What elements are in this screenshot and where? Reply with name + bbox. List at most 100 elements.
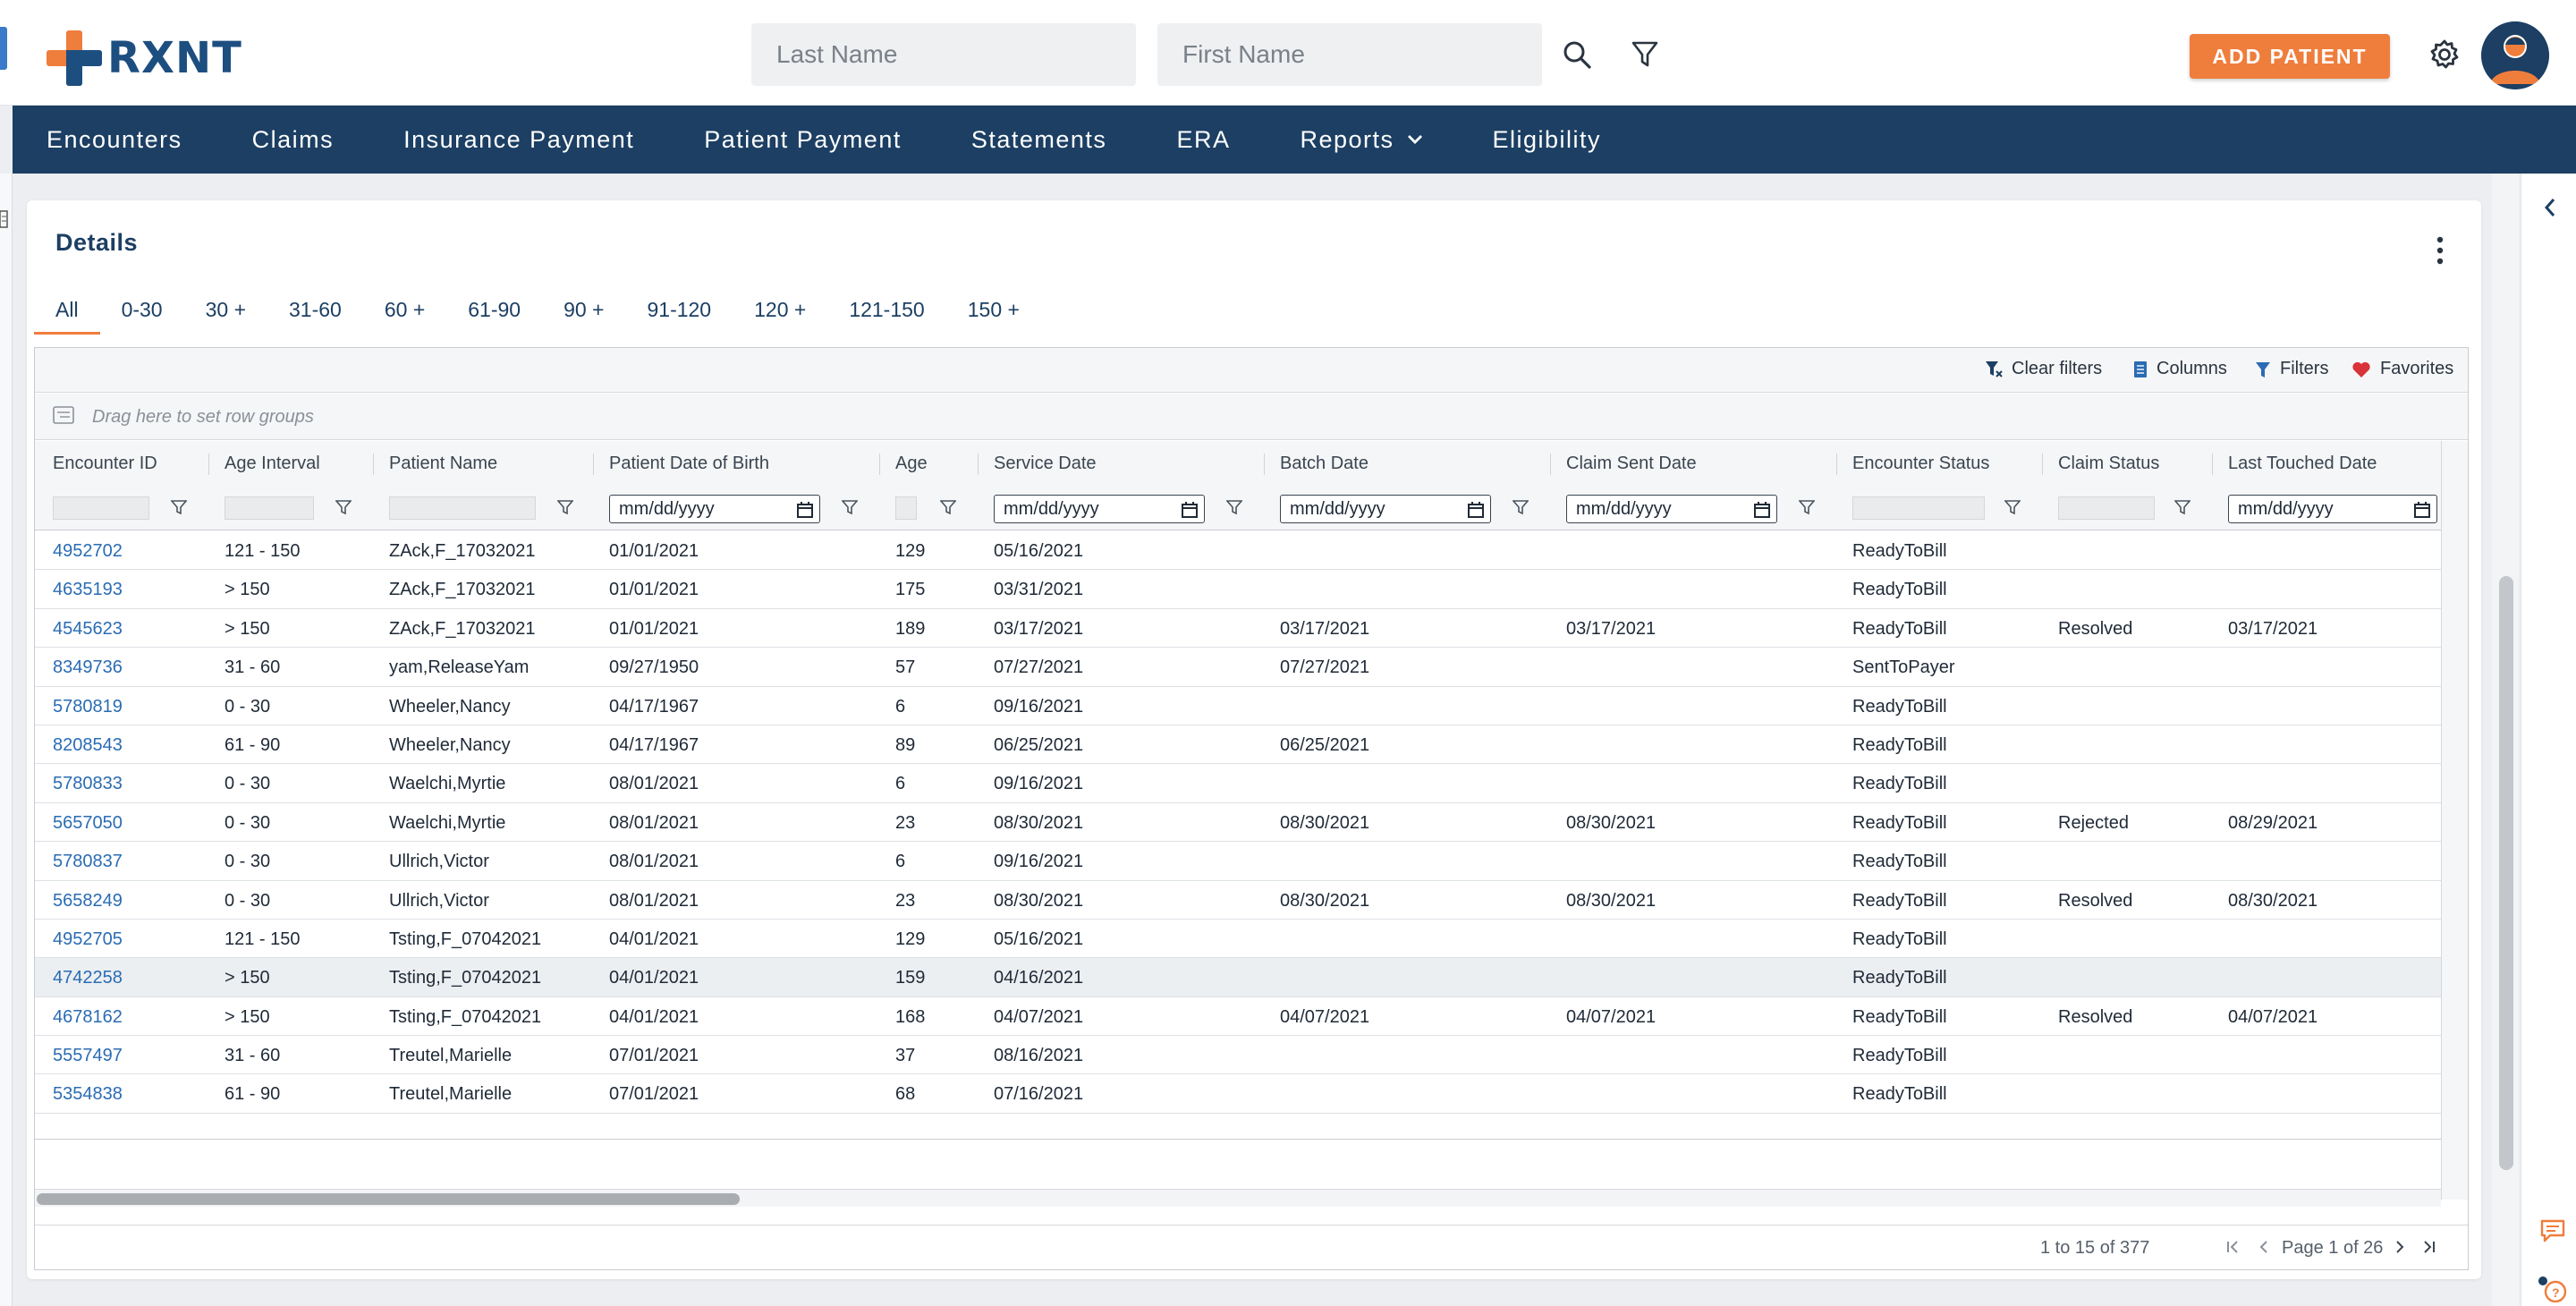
encounter-id-link[interactable]: 8208543 (53, 734, 123, 755)
col-header-encounter-id[interactable]: Encounter ID (53, 454, 157, 473)
column-divider[interactable] (2042, 454, 2043, 475)
first-name-input[interactable] (1157, 23, 1542, 86)
column-divider[interactable] (879, 454, 880, 475)
funnel-icon[interactable] (171, 499, 187, 515)
help-icon[interactable]: ? (2538, 1272, 2568, 1302)
favorites-button[interactable]: Favorites (2351, 359, 2453, 379)
grid-vertical-scrollbar[interactable] (2441, 441, 2468, 1200)
filter-service-date[interactable]: mm/dd/yyyy (994, 495, 1205, 523)
filter-claim-sent-date[interactable]: mm/dd/yyyy (1566, 495, 1777, 523)
horizontal-scroll-thumb[interactable] (37, 1193, 740, 1205)
funnel-icon[interactable] (2004, 499, 2021, 515)
funnel-icon[interactable] (842, 499, 858, 515)
encounter-id-link[interactable]: 4952702 (53, 541, 123, 561)
encounter-id-link[interactable]: 5354838 (53, 1084, 123, 1105)
previous-page-icon[interactable] (2255, 1238, 2273, 1256)
tab-all[interactable]: All (34, 290, 100, 335)
search-icon[interactable] (1555, 32, 1599, 77)
col-header-claim-status[interactable]: Claim Status (2058, 454, 2160, 473)
filter-age-interval[interactable] (225, 496, 314, 520)
tab-150-plus[interactable]: 150 + (967, 298, 1020, 321)
column-divider[interactable] (2212, 454, 2213, 475)
encounter-id-link[interactable]: 4545623 (53, 618, 123, 639)
left-edge-tab[interactable] (0, 27, 7, 70)
last-page-icon[interactable] (2419, 1238, 2437, 1256)
column-divider[interactable] (978, 454, 979, 475)
tab-121-150[interactable]: 121-150 (849, 298, 925, 321)
col-header-encounter-status[interactable]: Encounter Status (1852, 454, 1990, 473)
funnel-icon[interactable] (557, 499, 573, 515)
tab-0-30[interactable]: 0-30 (121, 298, 163, 321)
nav-reports[interactable]: Reports (1300, 126, 1422, 154)
rxnt-logo[interactable]: RXNT (47, 27, 242, 89)
column-divider[interactable] (208, 454, 209, 475)
filters-button[interactable]: Filters (2255, 359, 2328, 379)
column-divider[interactable] (1550, 454, 1551, 475)
encounter-id-link[interactable]: 5780819 (53, 696, 123, 717)
table-row[interactable]: 5557497 31 - 60 Treutel,Marielle 07/01/2021… (35, 1036, 2441, 1075)
table-row[interactable]: 5354838 61 - 90 Treutel,Marielle 07/01/2021… (35, 1074, 2441, 1114)
filter-dob-date[interactable]: mm/dd/yyyy (609, 495, 820, 523)
filter-last-touched-date[interactable]: mm/dd/yyyy (2228, 495, 2437, 523)
table-row[interactable]: 4635193 > 150 ZAck,F_17032021 01/01/2021 175… (35, 570, 2441, 609)
first-page-icon[interactable] (2224, 1238, 2242, 1256)
filter-encounter-id[interactable] (53, 496, 149, 520)
nav-claims[interactable]: Claims (252, 126, 335, 154)
nav-statements[interactable]: Statements (971, 126, 1107, 154)
funnel-icon[interactable] (1799, 499, 1815, 515)
row-group-dropzone[interactable]: Drag here to set row groups (35, 394, 2468, 440)
calendar-icon[interactable] (2413, 501, 2431, 519)
table-row[interactable]: 5658249 0 - 30 Ullrich,Victor 08/01/2021 23 0… (35, 880, 2441, 920)
calendar-icon[interactable] (1467, 501, 1485, 519)
table-row[interactable]: 4952705 121 - 150 Tsting,F_07042021 04/01/2… (35, 919, 2441, 959)
nav-eligibility[interactable]: Eligibility (1493, 126, 1602, 154)
table-row[interactable]: 4742258 > 150 Tsting,F_07042021 04/01/2021 1… (35, 958, 2441, 997)
table-row[interactable]: 5657050 0 - 30 Waelchi,Myrtie 08/01/2021 23 0… (35, 802, 2441, 843)
encounter-id-link[interactable]: 5557497 (53, 1046, 123, 1066)
next-page-icon[interactable] (2391, 1238, 2409, 1256)
filter-claim-status[interactable] (2058, 496, 2155, 520)
tab-30-plus[interactable]: 30 + (205, 298, 247, 321)
funnel-icon[interactable] (335, 499, 352, 515)
calendar-icon[interactable] (1181, 501, 1199, 519)
chat-icon[interactable] (2539, 1218, 2566, 1243)
column-divider[interactable] (1836, 454, 1837, 475)
filter-icon[interactable] (1623, 32, 1667, 77)
col-header-claim-sent-date[interactable]: Claim Sent Date (1566, 454, 1697, 473)
nav-encounters[interactable]: Encounters (47, 126, 182, 154)
col-header-age-interval[interactable]: Age Interval (225, 454, 320, 473)
table-row[interactable]: 5780833 0 - 30 Waelchi,Myrtie 08/01/2021 6 09… (35, 764, 2441, 803)
table-row[interactable]: 8208543 61 - 90 Wheeler,Nancy 04/17/1967 89 0… (35, 725, 2441, 765)
funnel-icon[interactable] (1226, 499, 1242, 515)
encounter-id-link[interactable]: 5780833 (53, 774, 123, 794)
encounter-id-link[interactable]: 4952705 (53, 929, 123, 949)
tab-61-90[interactable]: 61-90 (468, 298, 521, 321)
calendar-icon[interactable] (796, 501, 814, 519)
table-row[interactable]: 5780837 0 - 30 Ullrich,Victor 08/01/2021 6 09… (35, 842, 2441, 881)
funnel-icon[interactable] (2174, 499, 2190, 515)
nav-patient-payment[interactable]: Patient Payment (704, 126, 902, 154)
filter-patient-name[interactable] (389, 496, 536, 520)
encounter-id-link[interactable]: 8349736 (53, 657, 123, 678)
avatar[interactable] (2481, 21, 2549, 89)
tab-31-60[interactable]: 31-60 (289, 298, 342, 321)
column-divider[interactable] (1264, 454, 1265, 475)
table-row[interactable]: 4545623 > 150 ZAck,F_17032021 01/01/2021 189… (35, 608, 2441, 649)
col-header-age[interactable]: Age (895, 454, 928, 473)
funnel-icon[interactable] (940, 499, 956, 515)
column-divider[interactable] (593, 454, 594, 475)
tab-60-plus[interactable]: 60 + (384, 298, 426, 321)
encounter-id-link[interactable]: 4678162 (53, 1006, 123, 1027)
calendar-icon[interactable] (1753, 501, 1771, 519)
filter-encounter-status[interactable] (1852, 496, 1985, 520)
tab-120-plus[interactable]: 120 + (754, 298, 807, 321)
col-header-patient-dob[interactable]: Patient Date of Birth (609, 454, 769, 473)
more-options-icon[interactable] (2433, 233, 2447, 268)
add-patient-button[interactable]: ADD PATIENT (2190, 34, 2390, 79)
nav-insurance-payment[interactable]: Insurance Payment (403, 126, 634, 154)
funnel-icon[interactable] (1513, 499, 1529, 515)
table-row[interactable]: 4952702 121 - 150 ZAck,F_17032021 01/01/202… (35, 531, 2441, 571)
column-divider[interactable] (373, 454, 374, 475)
col-header-patient-name[interactable]: Patient Name (389, 454, 498, 473)
columns-button[interactable]: Columns (2133, 359, 2227, 379)
